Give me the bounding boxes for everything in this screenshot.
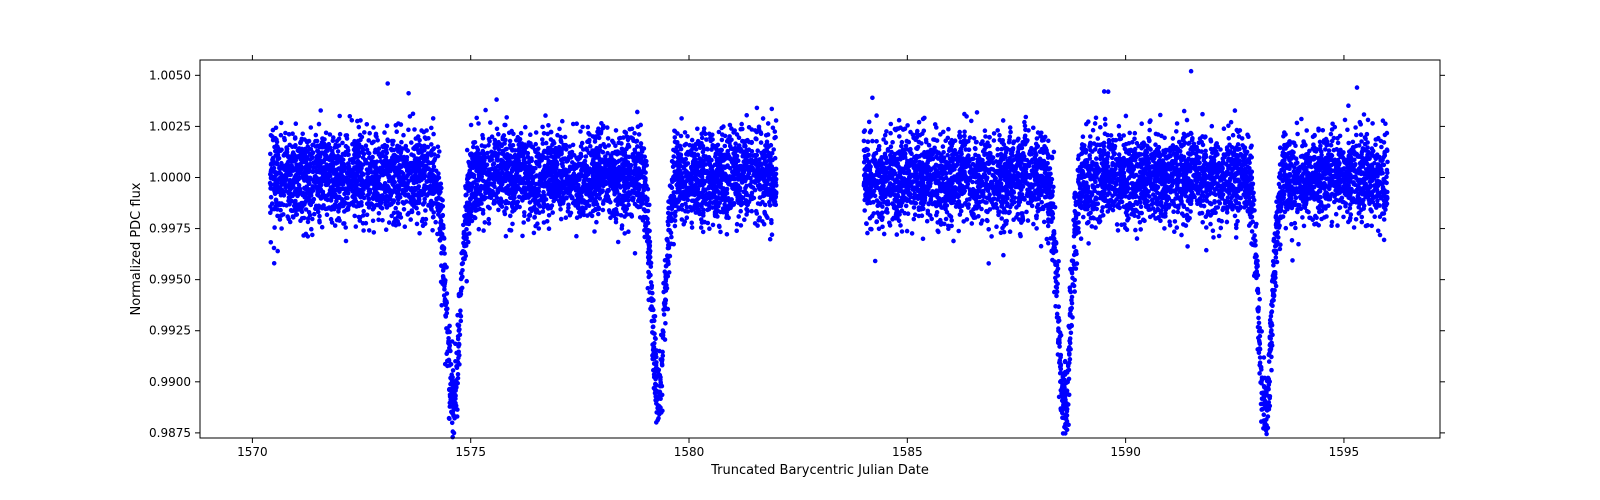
plot-background bbox=[200, 60, 1440, 438]
y-tick-label: 0.9925 bbox=[149, 324, 191, 338]
y-tick-label: 0.9950 bbox=[149, 273, 191, 287]
x-tick-label: 1590 bbox=[1110, 445, 1141, 459]
chart-container: 1570 1575 1580 1585 1590 1595 0.9875 0.9900 0.9… bbox=[0, 0, 1600, 500]
y-tick-label: 1.0000 bbox=[149, 170, 191, 184]
scatter-plot: 1570 1575 1580 1585 1590 1595 0.9875 0.9900 0.9… bbox=[0, 0, 1600, 500]
x-tick-label: 1585 bbox=[892, 445, 923, 459]
y-tick-label: 1.0050 bbox=[149, 68, 191, 82]
y-axis-label: Normalized PDC flux bbox=[129, 182, 144, 315]
y-tick-label: 0.9975 bbox=[149, 222, 191, 236]
x-tick-label: 1595 bbox=[1329, 445, 1360, 459]
y-tick-label: 1.0025 bbox=[149, 119, 191, 133]
x-tick-label: 1575 bbox=[455, 445, 486, 459]
x-tick-label: 1580 bbox=[674, 445, 705, 459]
y-tick-label: 0.9900 bbox=[149, 375, 191, 389]
x-tick-label: 1570 bbox=[237, 445, 268, 459]
y-tick-label: 0.9875 bbox=[149, 426, 191, 440]
x-axis-label: Truncated Barycentric Julian Date bbox=[710, 463, 929, 478]
